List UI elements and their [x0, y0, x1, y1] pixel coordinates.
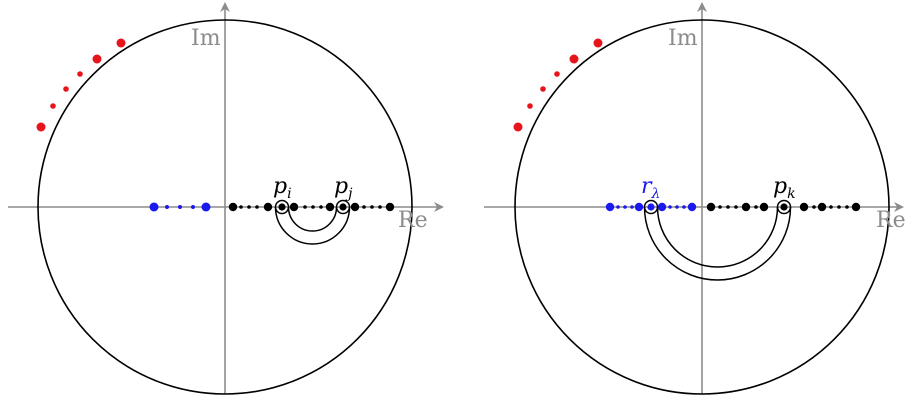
red-point: [513, 122, 523, 132]
red-point: [116, 38, 126, 48]
label-pk: pk: [773, 174, 796, 202]
blue-point: [623, 205, 627, 209]
label-pi: pi: [273, 174, 292, 202]
inner-arc: [656, 206, 779, 268]
blue-point: [675, 205, 679, 209]
black-point: [851, 202, 861, 212]
black-point: [812, 205, 816, 209]
black-point: [311, 205, 315, 209]
black-point: [319, 205, 323, 209]
blue-point: [191, 205, 195, 209]
black-point: [837, 205, 841, 209]
blue-point: [201, 202, 211, 212]
red-point: [50, 103, 56, 109]
black-point: [339, 203, 347, 211]
black-point: [289, 202, 299, 212]
red-point: [63, 86, 69, 92]
black-point: [385, 202, 395, 212]
blue-point: [647, 203, 655, 211]
black-point: [726, 205, 730, 209]
red-point: [77, 71, 83, 77]
blue-point: [657, 202, 667, 212]
black-point: [780, 203, 788, 211]
red-point: [593, 38, 603, 48]
black-point: [754, 205, 758, 209]
black-point: [845, 205, 849, 209]
red-point: [569, 54, 579, 64]
imag-axis-label: Im: [668, 26, 698, 51]
black-point: [741, 202, 751, 212]
black-points: [228, 202, 395, 212]
black-point: [239, 205, 243, 209]
label-pj: pj: [334, 174, 353, 202]
black-point: [759, 202, 769, 212]
black-point: [247, 205, 251, 209]
black-point: [706, 202, 716, 212]
red-point: [554, 71, 560, 77]
unit-circle: [514, 19, 890, 395]
label-r-lambda: rλ: [641, 174, 660, 202]
black-point: [255, 205, 259, 209]
blue-point: [616, 205, 620, 209]
black-points: [706, 202, 861, 212]
black-point: [799, 202, 809, 212]
red-point: [527, 103, 533, 109]
blue-points: [149, 202, 211, 212]
imag-axis-label: Im: [191, 26, 221, 51]
black-point: [263, 202, 273, 212]
blue-point: [165, 205, 169, 209]
black-point: [228, 202, 238, 212]
blue-point: [687, 202, 697, 212]
contour-rl-pk: [643, 199, 792, 281]
red-point: [92, 54, 102, 64]
blue-point: [668, 205, 672, 209]
black-point: [350, 202, 360, 212]
red-point: [540, 86, 546, 92]
black-point: [278, 203, 286, 211]
black-point: [303, 205, 307, 209]
contour-pi-pj: [274, 199, 351, 245]
black-point: [718, 205, 722, 209]
black-point: [829, 205, 833, 209]
real-axis-label: Re: [876, 208, 906, 233]
blue-points: [605, 202, 697, 212]
black-point: [378, 205, 382, 209]
black-point: [817, 202, 827, 212]
left-panel: Im Re: [8, 2, 444, 395]
blue-point: [149, 202, 159, 212]
black-point: [734, 205, 738, 209]
blue-point: [605, 202, 615, 212]
red-point: [36, 122, 46, 132]
outer-arc: [643, 206, 792, 281]
unit-circle: [37, 19, 413, 395]
outer-arc: [274, 206, 351, 245]
black-point: [362, 205, 366, 209]
right-panel: Im Re: [484, 2, 906, 395]
black-point: [370, 205, 374, 209]
real-axis-label: Re: [398, 208, 428, 233]
blue-point: [630, 205, 634, 209]
blue-point: [634, 202, 644, 212]
blue-point: [682, 205, 686, 209]
red-points: [36, 38, 126, 132]
blue-point: [178, 205, 182, 209]
black-point: [325, 202, 335, 212]
red-points: [513, 38, 603, 132]
inner-arc: [287, 206, 338, 232]
